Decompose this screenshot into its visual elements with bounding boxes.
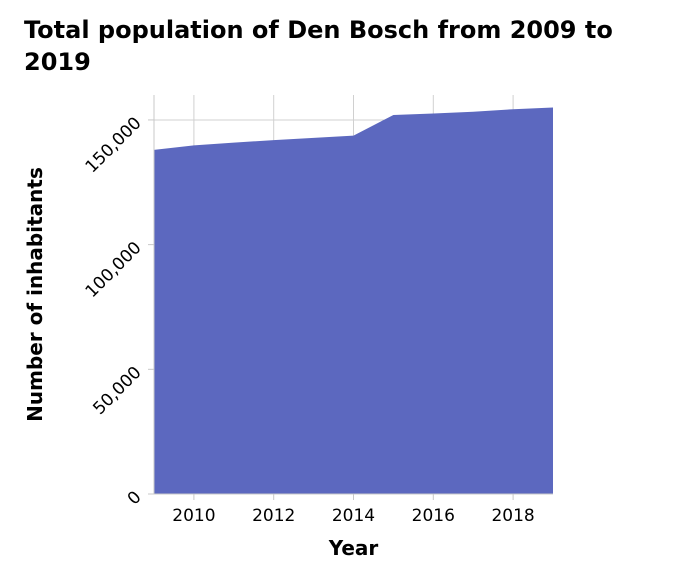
x-tick-label: 2010 xyxy=(172,506,215,526)
x-tick-label: 2014 xyxy=(332,506,375,526)
axes xyxy=(148,95,553,500)
chart-title: Total population of Den Bosch from 2009 … xyxy=(24,16,613,76)
population-area xyxy=(154,107,553,494)
y-tick-label: 100,000 xyxy=(82,238,146,302)
y-tick-label: 0 xyxy=(124,487,146,509)
x-tick-label: 2012 xyxy=(252,506,295,526)
x-tick-labels: 2010 2012 2014 2016 2018 xyxy=(172,506,534,526)
y-tick-label: 50,000 xyxy=(89,363,145,419)
y-tick-label: 150,000 xyxy=(82,113,146,177)
y-tick-labels: 0 50,000 100,000 150,000 xyxy=(82,113,146,509)
x-tick-label: 2016 xyxy=(412,506,455,526)
x-tick-label: 2018 xyxy=(491,506,534,526)
x-axis-title: Year xyxy=(328,536,379,560)
y-axis-title: Number of inhabitants xyxy=(23,167,47,422)
